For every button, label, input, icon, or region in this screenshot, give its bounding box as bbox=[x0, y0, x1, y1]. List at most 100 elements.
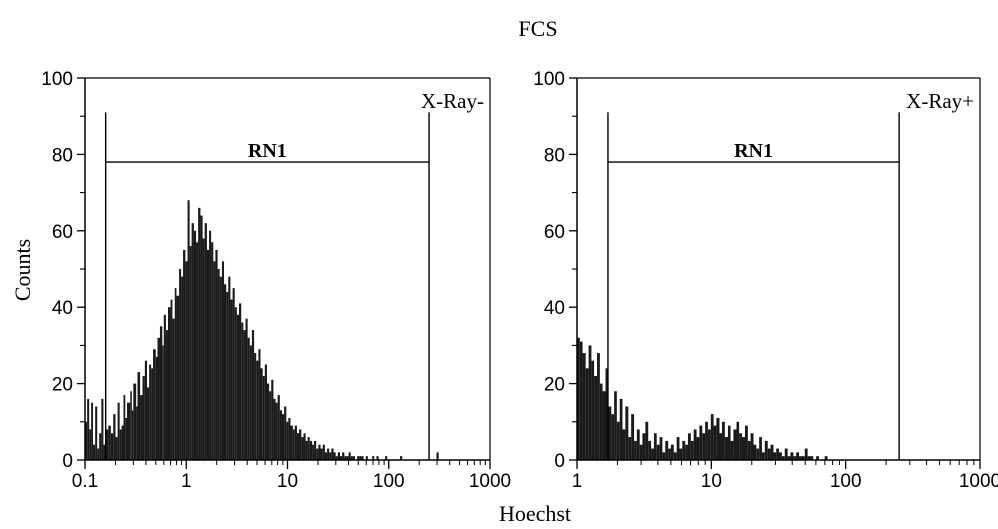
histogram-bar bbox=[196, 242, 199, 460]
histogram-bar bbox=[110, 433, 114, 460]
histogram-bar bbox=[316, 448, 319, 460]
histogram-bar bbox=[209, 230, 212, 460]
histogram-bar bbox=[335, 456, 338, 460]
histogram-bar bbox=[264, 364, 267, 460]
histogram-bar bbox=[753, 444, 757, 460]
x-tick-label: 10 bbox=[277, 471, 298, 492]
histogram-bar bbox=[730, 440, 734, 460]
histogram-bar bbox=[232, 288, 235, 460]
histogram-bar bbox=[226, 291, 229, 460]
histogram-bar bbox=[324, 452, 328, 460]
histogram-bar bbox=[117, 402, 120, 460]
histogram-bar bbox=[123, 395, 126, 460]
histogram-bar bbox=[597, 353, 600, 460]
histogram-bar bbox=[779, 452, 782, 460]
histogram-bar bbox=[707, 429, 711, 460]
histogram-bar bbox=[299, 429, 302, 460]
histogram-bar bbox=[137, 372, 141, 460]
histogram-bar bbox=[121, 425, 124, 460]
histogram-bar bbox=[85, 421, 88, 460]
y-tick-label: 100 bbox=[41, 69, 73, 90]
histogram-bar bbox=[251, 330, 255, 460]
histogram-bar bbox=[668, 448, 671, 460]
histogram-bar bbox=[275, 402, 278, 460]
histogram-bar bbox=[159, 326, 163, 460]
histogram-bar bbox=[716, 417, 720, 460]
histogram-bar bbox=[710, 414, 714, 460]
histogram-bar bbox=[202, 238, 205, 460]
histogram-bar bbox=[685, 444, 688, 460]
histogram-bar bbox=[243, 330, 246, 460]
histogram-bar bbox=[679, 448, 683, 460]
histogram-bar bbox=[631, 414, 635, 460]
histogram-bar bbox=[741, 437, 745, 460]
histogram-bar bbox=[756, 448, 760, 460]
y-tick-label: 40 bbox=[52, 298, 73, 319]
histogram-bar bbox=[99, 433, 102, 460]
histogram-bar bbox=[350, 456, 353, 460]
histogram-bar bbox=[634, 440, 637, 460]
histogram-bar bbox=[594, 375, 598, 460]
histogram-bar bbox=[690, 440, 694, 460]
histogram-bar bbox=[305, 440, 308, 460]
histogram-bar bbox=[810, 456, 814, 460]
histogram-bar bbox=[198, 207, 201, 460]
histogram-bar bbox=[181, 276, 184, 460]
histogram-bar bbox=[269, 391, 272, 460]
histogram-bar bbox=[793, 456, 797, 460]
histogram-bar bbox=[155, 356, 158, 460]
histogram-bar bbox=[312, 444, 315, 460]
histogram-bar bbox=[234, 307, 237, 460]
histogram-bar bbox=[97, 448, 100, 460]
histogram-bar bbox=[271, 379, 274, 460]
histogram-panel-right: 0 20 40 60 80 100 1 10 100 1000 RN1 X-Ray+ bbox=[533, 69, 998, 492]
histogram-bar bbox=[303, 433, 306, 460]
histogram-bar bbox=[284, 406, 287, 460]
histogram-bar bbox=[162, 345, 164, 460]
y-tick-label: 60 bbox=[544, 222, 565, 243]
histogram-bar bbox=[372, 456, 375, 460]
histogram-bar bbox=[266, 383, 270, 460]
histogram-bar bbox=[204, 223, 207, 460]
histogram-bar bbox=[136, 406, 138, 460]
histogram-bar bbox=[174, 288, 177, 460]
histogram-bar bbox=[591, 360, 595, 460]
histogram-bar bbox=[258, 349, 261, 460]
histogram-bar bbox=[790, 452, 794, 460]
histogram-bar bbox=[247, 337, 250, 460]
figure-title: FCS bbox=[518, 16, 557, 41]
histogram-bar bbox=[614, 391, 617, 460]
histogram-bar bbox=[206, 249, 210, 460]
histogram-bar bbox=[608, 406, 612, 460]
y-tick-label: 60 bbox=[52, 222, 73, 243]
histogram-bar bbox=[185, 261, 188, 460]
histogram-bar bbox=[200, 215, 203, 460]
histogram-bar bbox=[170, 299, 173, 460]
histogram-bar bbox=[296, 433, 300, 460]
histogram-bar bbox=[131, 410, 134, 460]
histogram-bar bbox=[801, 456, 805, 460]
histogram-bar bbox=[245, 318, 248, 460]
histogram-bar bbox=[249, 345, 252, 460]
histogram-bar bbox=[93, 444, 96, 460]
histogram-bar bbox=[682, 440, 686, 460]
histogram-bar bbox=[279, 410, 282, 460]
histogram-bar bbox=[348, 452, 351, 460]
y-tick-label: 40 bbox=[544, 298, 565, 319]
x-tick-label: 0.1 bbox=[72, 471, 98, 492]
histogram-bar bbox=[781, 456, 785, 460]
histogram-bar bbox=[115, 437, 118, 460]
histogram-bar bbox=[705, 421, 708, 460]
gate-label: RN1 bbox=[734, 140, 773, 162]
histogram-bar bbox=[673, 452, 677, 460]
histogram-bar bbox=[776, 448, 780, 460]
histogram-bar bbox=[151, 368, 154, 460]
histogram-panel-left: 0 20 40 60 80 100 0.1 1 10 100 1000 RN1 X-Ray- bbox=[41, 69, 511, 492]
histogram-bar bbox=[339, 456, 343, 460]
x-tick-label: 100 bbox=[373, 471, 405, 492]
histogram-bar bbox=[127, 402, 131, 460]
histogram-bar bbox=[290, 425, 293, 460]
histogram-bar bbox=[163, 314, 166, 460]
histogram-bar bbox=[179, 269, 182, 460]
histogram-bar bbox=[577, 337, 580, 460]
